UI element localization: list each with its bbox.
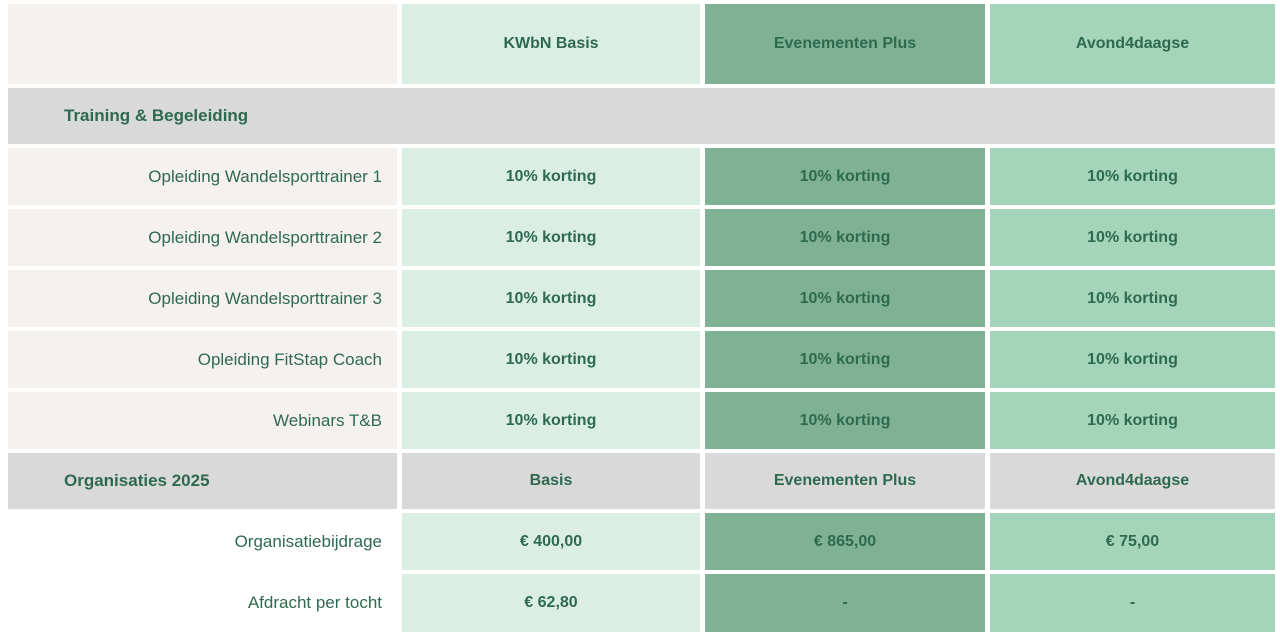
value-cell: 10% korting [402, 209, 700, 266]
value-cell: - [990, 574, 1275, 632]
row-label-organisatiebijdrage: Organisatiebijdrage [234, 531, 382, 551]
row-label-wandelsporttrainer-3: Opleiding Wandelsporttrainer 3 [8, 270, 397, 327]
value-cell: € 75,00 [990, 513, 1275, 570]
value-cell: 10% korting [990, 270, 1275, 327]
column-header-evenementen-plus: Evenementen Plus [705, 4, 985, 84]
value-cell: 10% korting [990, 331, 1275, 388]
value-cell: 10% korting [705, 331, 985, 388]
value-cell: € 865,00 [705, 513, 985, 570]
value-cell: 10% korting [402, 148, 700, 205]
row-label-wandelsporttrainer-1: Opleiding Wandelsporttrainer 1 [8, 148, 397, 205]
value-cell: 10% korting [990, 392, 1275, 449]
section-header-training-begeleiding: Training & Begeleiding [8, 88, 1275, 144]
row-label-fitstap-coach: Opleiding FitStap Coach [8, 331, 397, 388]
value-cell: € 62,80 [402, 574, 700, 632]
value-cell: 10% korting [705, 209, 985, 266]
column-header-kwbn-basis: KWbN Basis [402, 4, 700, 84]
value-cell: 10% korting [705, 392, 985, 449]
value-cell: - [705, 574, 985, 632]
subcolumn-header-avond4daagse: Avond4daagse [990, 453, 1275, 509]
section-header-organisaties-2025: Organisaties 2025 [8, 453, 397, 509]
row-label-afdracht-per-tocht: Afdracht per tocht [247, 593, 382, 612]
value-cell: 10% korting [402, 392, 700, 449]
subcolumn-header-basis: Basis [402, 453, 700, 509]
row-label-wandelsporttrainer-2: Opleiding Wandelsporttrainer 2 [8, 209, 397, 266]
value-cell: € 400,00 [402, 513, 700, 570]
value-cell: 10% korting [402, 270, 700, 327]
subcolumn-header-evenementen-plus: Evenementen Plus [705, 453, 985, 509]
value-cell: 10% korting [705, 148, 985, 205]
value-cell: 10% korting [990, 148, 1275, 205]
value-cell: 10% korting [990, 209, 1275, 266]
pricing-table: KWbN Basis Evenementen Plus Avond4daagse… [8, 4, 1275, 632]
column-header-avond4daagse: Avond4daagse [990, 4, 1275, 84]
value-cell: 10% korting [402, 331, 700, 388]
corner-cell [8, 4, 397, 84]
row-label-webinars-tb: Webinars T&B [8, 392, 397, 449]
value-cell: 10% korting [705, 270, 985, 327]
